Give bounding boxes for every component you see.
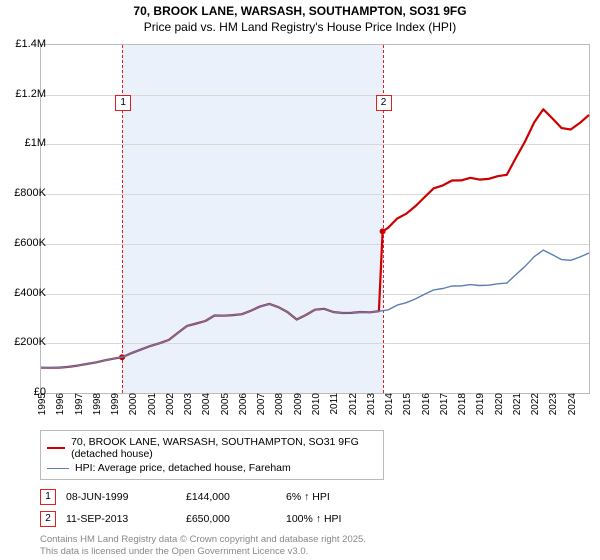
y-tick-label: £800K <box>4 187 46 199</box>
transaction-row: 2 11-SEP-2013£650,000100% ↑ HPI <box>40 508 351 530</box>
x-tick-label: 2011 <box>329 393 337 415</box>
y-tick-label: £200K <box>4 336 46 348</box>
chart-title-line2: Price paid vs. HM Land Registry's House … <box>0 20 600 34</box>
transaction-row: 1 08-JUN-1999£144,0006% ↑ HPI <box>40 486 351 508</box>
x-tick-label: 1996 <box>55 393 63 415</box>
event-marker: 2 <box>376 95 392 111</box>
below-chart: 70, BROOK LANE, WARSASH, SOUTHAMPTON, SO… <box>40 430 590 558</box>
y-tick-label: £1.2M <box>4 88 46 100</box>
transaction-date: 08-JUN-1999 <box>66 486 186 508</box>
x-tick-label: 1998 <box>92 393 100 415</box>
page: 70, BROOK LANE, WARSASH, SOUTHAMPTON, SO… <box>0 0 600 560</box>
chart-title-line1: 70, BROOK LANE, WARSASH, SOUTHAMPTON, SO… <box>0 4 600 18</box>
x-tick-label: 2010 <box>311 393 319 415</box>
x-tick-label: 2001 <box>147 393 155 415</box>
x-tick-label: 2014 <box>384 393 392 415</box>
footer: Contains HM Land Registry data © Crown c… <box>40 534 590 558</box>
series-marker <box>380 228 386 234</box>
chart-titles: 70, BROOK LANE, WARSASH, SOUTHAMPTON, SO… <box>0 0 600 34</box>
x-tick-label: 2004 <box>201 393 209 415</box>
series-line <box>41 109 589 368</box>
x-tick-label: 2000 <box>128 393 136 415</box>
y-tick-label: £1.4M <box>4 38 46 50</box>
x-tick-label: 2003 <box>183 393 191 415</box>
transaction-marker: 1 <box>40 489 56 505</box>
legend-item: 70, BROOK LANE, WARSASH, SOUTHAMPTON, SO… <box>47 435 377 461</box>
chart-plot-area: 1995199619971998199920002001200220032004… <box>40 44 590 394</box>
x-tick-label: 2009 <box>293 393 301 415</box>
event-marker: 1 <box>115 95 131 111</box>
x-tick-label: 2019 <box>475 393 483 415</box>
x-tick-label: 2018 <box>457 393 465 415</box>
transactions-table: 1 08-JUN-1999£144,0006% ↑ HPI 2 11-SEP-2013… <box>40 486 351 530</box>
x-tick-label: 2008 <box>274 393 282 415</box>
y-tick-label: £400K <box>4 287 46 299</box>
y-tick-label: £1M <box>4 137 46 149</box>
legend-label: HPI: Average price, detached house, Fare… <box>75 462 291 474</box>
x-tick-label: 2024 <box>567 393 575 415</box>
transaction-marker: 2 <box>40 511 56 527</box>
x-tick-label: 2022 <box>530 393 538 415</box>
x-tick-label: 2007 <box>256 393 264 415</box>
x-tick-label: 2002 <box>165 393 173 415</box>
legend-swatch <box>47 468 69 469</box>
x-tick-label: 1999 <box>110 393 118 415</box>
legend-swatch <box>47 447 65 449</box>
legend-item: HPI: Average price, detached house, Fare… <box>47 461 377 475</box>
transaction-price: £650,000 <box>186 508 286 530</box>
transaction-change: 100% ↑ HPI <box>286 508 351 530</box>
transaction-date: 11-SEP-2013 <box>66 508 186 530</box>
x-tick-label: 2012 <box>348 393 356 415</box>
x-tick-label: 2015 <box>402 393 410 415</box>
x-tick-label: 2005 <box>220 393 228 415</box>
y-tick-label: £600K <box>4 237 46 249</box>
y-tick-label: £0 <box>4 386 46 398</box>
footer-line2: This data is licensed under the Open Gov… <box>40 546 590 558</box>
x-tick-label: 2023 <box>548 393 556 415</box>
transaction-change: 6% ↑ HPI <box>286 486 351 508</box>
legend-label: 70, BROOK LANE, WARSASH, SOUTHAMPTON, SO… <box>71 436 377 460</box>
x-tick-label: 2017 <box>439 393 447 415</box>
x-tick-label: 2021 <box>512 393 520 415</box>
x-tick-label: 2020 <box>494 393 502 415</box>
x-tick-label: 1997 <box>74 393 82 415</box>
x-tick-label: 2016 <box>421 393 429 415</box>
legend: 70, BROOK LANE, WARSASH, SOUTHAMPTON, SO… <box>40 430 384 480</box>
footer-line1: Contains HM Land Registry data © Crown c… <box>40 534 590 546</box>
transaction-price: £144,000 <box>186 486 286 508</box>
x-tick-label: 2013 <box>366 393 374 415</box>
x-tick-label: 2006 <box>238 393 246 415</box>
